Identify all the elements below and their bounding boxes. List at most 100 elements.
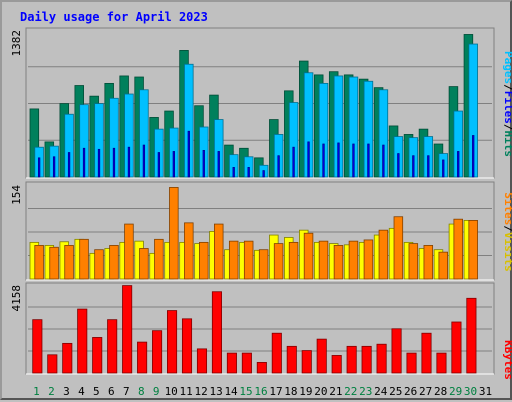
bar-sites-day-12 xyxy=(199,241,209,280)
bar-kbytes-day-24 xyxy=(376,343,387,374)
legend-sep-2: / xyxy=(502,124,512,131)
bar-pages-day-6 xyxy=(112,147,116,178)
svg-text:Pages/Files/Hits: Pages/Files/Hits xyxy=(502,51,512,157)
bar-sites-day-16 xyxy=(258,249,269,280)
bar-kbytes-day-14 xyxy=(226,352,237,374)
x-tick-label: 19 xyxy=(299,385,312,398)
bar-sites-day-28 xyxy=(438,251,448,280)
panel-top: 1382 xyxy=(10,27,495,179)
svg-text:Sites/Visits: Sites/Visits xyxy=(502,192,512,272)
bar-pages-day-29 xyxy=(457,151,460,178)
bar-pages-day-28 xyxy=(442,159,445,178)
legend-sep-1: / xyxy=(502,84,512,91)
bar-pages-day-25 xyxy=(397,153,400,178)
bar-kbytes-day-17 xyxy=(271,332,282,374)
bar-kbytes-day-6 xyxy=(107,319,118,374)
bar-sites-day-19 xyxy=(303,232,314,280)
bar-kbytes-day-5 xyxy=(92,337,103,374)
bar-pages-day-24 xyxy=(382,144,385,178)
bar-hits-day-1 xyxy=(29,108,40,178)
bar-sites-day-24 xyxy=(378,229,389,280)
bar-sites-day-17 xyxy=(273,243,284,280)
bar-sites-day-20 xyxy=(318,240,329,280)
x-tick-label: 21 xyxy=(329,385,342,398)
x-tick-label: 14 xyxy=(224,385,238,398)
middle-legend: Sites/Visits xyxy=(502,192,512,272)
x-tick-label: 25 xyxy=(389,385,402,398)
x-tick-label: 28 xyxy=(434,385,447,398)
bar-sites-day-3 xyxy=(64,245,74,280)
bar-sites-day-10 xyxy=(169,187,179,280)
legend-files: Files xyxy=(502,91,512,124)
bar-pages-day-8 xyxy=(142,144,146,178)
bar-kbytes-day-21 xyxy=(331,355,342,374)
x-tick-label: 30 xyxy=(464,385,477,398)
bar-pages-day-11 xyxy=(187,130,190,178)
bar-pages-day-15 xyxy=(247,167,250,178)
bar-kbytes-day-13 xyxy=(211,291,222,374)
bar-pages-day-4 xyxy=(82,147,86,178)
x-tick-label: 11 xyxy=(180,385,193,398)
bar-pages-day-18 xyxy=(292,146,295,178)
bar-sites-day-27 xyxy=(423,245,434,280)
x-tick-label: 26 xyxy=(404,385,417,398)
bar-kbytes-day-16 xyxy=(256,362,267,374)
bar-sites-day-15 xyxy=(243,240,254,280)
bar-kbytes-day-10 xyxy=(167,310,178,374)
x-tick-label: 2 xyxy=(48,385,55,398)
legend-sep-3: / xyxy=(502,225,512,232)
legend-visits: Visits xyxy=(502,232,512,272)
bar-pages-day-19 xyxy=(307,141,310,178)
bar-pages-day-22 xyxy=(352,143,355,178)
x-tick-label: 4 xyxy=(78,385,85,398)
bar-pages-day-21 xyxy=(337,142,340,178)
bar-sites-day-14 xyxy=(228,240,239,280)
bar-sites-day-26 xyxy=(408,243,419,280)
bar-sites-day-18 xyxy=(288,241,299,280)
bar-sites-day-4 xyxy=(79,238,89,280)
x-tick-label: 7 xyxy=(123,385,130,398)
bar-kbytes-day-7 xyxy=(122,285,133,374)
bar-kbytes-day-27 xyxy=(421,332,432,374)
bar-pages-day-30 xyxy=(472,135,475,178)
bar-kbytes-day-9 xyxy=(152,330,163,374)
y-max-label: 4158 xyxy=(10,285,23,312)
x-tick-label: 22 xyxy=(344,385,357,398)
bar-sites-day-23 xyxy=(363,239,374,280)
x-tick-label: 1 xyxy=(33,385,40,398)
bar-sites-day-2 xyxy=(49,246,59,280)
bar-kbytes-day-4 xyxy=(77,308,88,374)
bar-sites-day-11 xyxy=(184,222,194,280)
bar-kbytes-day-3 xyxy=(62,342,73,374)
panel-middle: 154 xyxy=(10,181,495,281)
bar-pages-day-10 xyxy=(172,151,175,178)
bar-kbytes-day-20 xyxy=(316,338,327,374)
bar-pages-day-27 xyxy=(427,155,430,178)
bar-pages-day-9 xyxy=(157,152,161,178)
bar-pages-day-3 xyxy=(67,152,71,178)
y-max-label: 1382 xyxy=(10,30,23,57)
svg-text:KBytes: KBytes xyxy=(502,340,512,380)
x-tick-label: 9 xyxy=(153,385,160,398)
x-tick-label: 23 xyxy=(359,385,372,398)
x-tick-label: 13 xyxy=(209,385,222,398)
bar-pages-day-12 xyxy=(202,150,205,178)
bar-pages-day-7 xyxy=(127,146,131,178)
panel-bottom: 4158 xyxy=(10,282,495,375)
bar-kbytes-day-28 xyxy=(436,352,447,374)
bar-kbytes-day-18 xyxy=(286,345,297,374)
bar-kbytes-day-2 xyxy=(47,354,58,374)
bar-sites-day-29 xyxy=(453,218,463,280)
y-max-label: 154 xyxy=(10,185,23,205)
x-tick-label: 17 xyxy=(269,385,282,398)
bar-sites-day-13 xyxy=(214,223,224,280)
bar-kbytes-day-11 xyxy=(181,318,193,374)
x-tick-label: 8 xyxy=(138,385,145,398)
legend-kbytes: KBytes xyxy=(502,340,512,380)
bar-pages-day-20 xyxy=(322,143,325,178)
bar-kbytes-day-19 xyxy=(301,350,312,374)
bar-kbytes-day-22 xyxy=(346,345,357,374)
bar-kbytes-day-25 xyxy=(391,328,402,374)
bar-sites-day-7 xyxy=(124,223,134,280)
